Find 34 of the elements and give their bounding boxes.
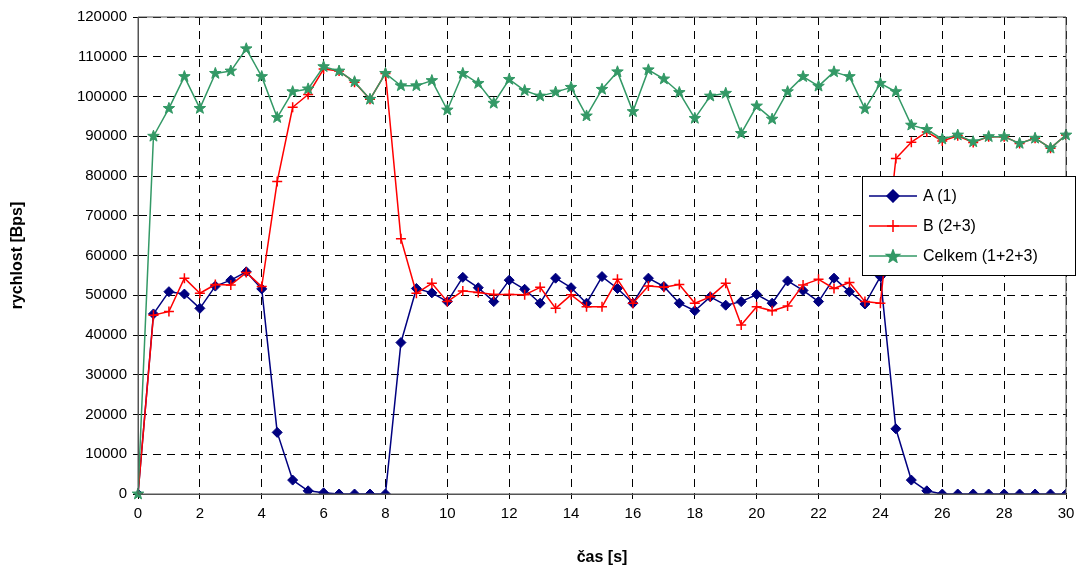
- y-tick-label: 50000: [85, 285, 127, 303]
- x-axis-title: čas [s]: [576, 547, 628, 565]
- y-tick-label: 30000: [85, 364, 127, 382]
- x-tick-label: 30: [1057, 504, 1075, 522]
- y-tick-label: 70000: [85, 205, 127, 223]
- x-tick-label: 18: [686, 504, 704, 522]
- y-tick-label: 20000: [85, 404, 127, 422]
- x-tick-label: 16: [624, 504, 642, 522]
- x-tick-label: 8: [381, 504, 390, 522]
- x-tick-label: 2: [195, 504, 205, 522]
- y-tick-label: 40000: [85, 325, 127, 343]
- y-tick-label: 100000: [76, 86, 127, 104]
- x-tick-label: 12: [500, 504, 518, 522]
- legend-label: A (1): [923, 187, 957, 205]
- legend-label: Celkem (1+2+3): [923, 247, 1038, 265]
- y-tick-label: 120000: [76, 7, 127, 25]
- y-axis-title: rychlost [Bps]: [8, 201, 26, 310]
- x-tick-label: 20: [748, 504, 766, 522]
- x-tick-label: 0: [133, 504, 143, 522]
- y-tick-label: 60000: [85, 245, 127, 263]
- y-tick-label: 110000: [78, 46, 127, 64]
- legend-label: B (2+3): [923, 217, 976, 235]
- y-tick-label: 0: [118, 484, 127, 502]
- x-tick-label: 26: [933, 504, 951, 522]
- x-tick-label: 24: [872, 504, 889, 522]
- x-tick-label: 4: [257, 504, 266, 522]
- y-tick-label: 80000: [85, 166, 127, 184]
- x-tick-label: 10: [438, 504, 456, 522]
- x-tick-label: 14: [562, 504, 580, 522]
- x-tick-label: 22: [810, 504, 827, 522]
- y-tick-label: 90000: [85, 126, 127, 144]
- x-tick-label: 28: [995, 504, 1013, 522]
- y-tick-label: 10000: [85, 444, 127, 462]
- x-tick-label: 6: [319, 504, 328, 522]
